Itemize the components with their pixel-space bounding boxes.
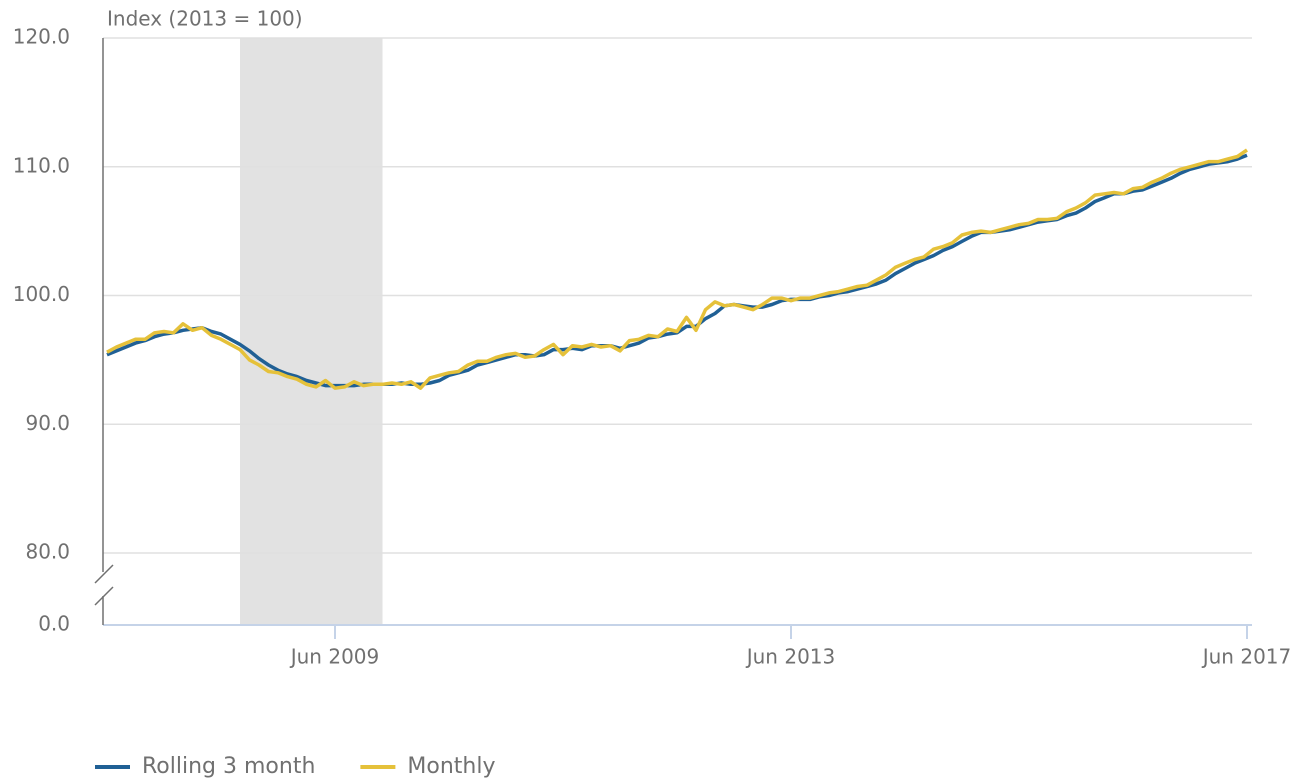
y-tick-label: 120.0 [13, 25, 70, 49]
y-tick-label: 90.0 [25, 411, 70, 435]
legend-label: Monthly [407, 754, 495, 779]
y-tick-label: 100.0 [13, 282, 70, 306]
shaded-region [240, 38, 383, 625]
x-tick-label: Jun 2017 [1201, 645, 1292, 669]
y-tick-label: 110.0 [13, 153, 70, 177]
y-axis-label: Index (2013 = 100) [107, 7, 303, 31]
y-tick-label: 0.0 [38, 612, 70, 636]
y-tick-label: 80.0 [25, 540, 70, 564]
axis-break [94, 586, 114, 606]
axis-break [94, 564, 114, 584]
legend-label: Rolling 3 month [142, 754, 315, 779]
series-line [106, 148, 1248, 390]
x-tick-label: Jun 2013 [745, 645, 836, 669]
x-tick-label: Jun 2009 [289, 645, 380, 669]
